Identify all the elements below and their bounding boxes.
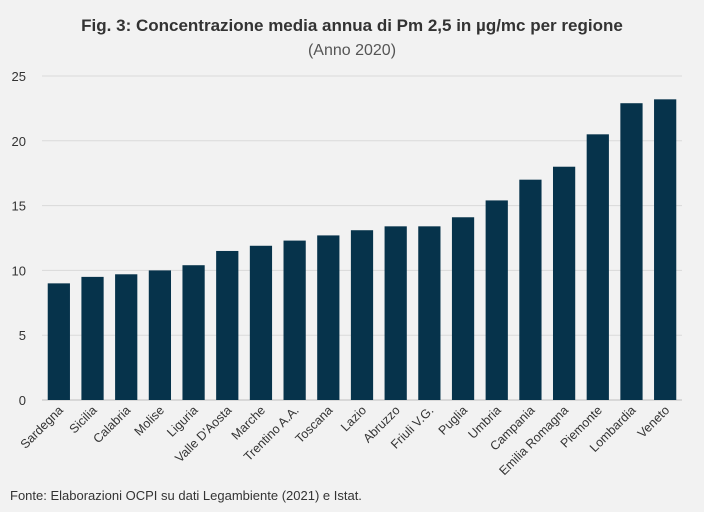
x-tick-label: Toscana	[293, 403, 336, 446]
bar	[115, 274, 138, 400]
x-tick-label: Sardegna	[18, 403, 66, 451]
bar	[317, 235, 340, 400]
x-tick-label: Calabria	[91, 403, 134, 446]
bar	[552, 166, 576, 400]
bar	[350, 230, 374, 400]
bar	[283, 240, 306, 400]
bar	[418, 226, 441, 400]
y-tick-label: 10	[12, 263, 26, 278]
source-note: Fonte: Elaborazioni OCPI su dati Legambi…	[10, 488, 362, 503]
bar	[81, 276, 104, 400]
y-tick-label: 5	[19, 328, 26, 343]
x-tick-label: Veneto	[635, 403, 672, 440]
bar	[586, 134, 609, 400]
bar	[216, 250, 239, 400]
y-tick-label: 0	[19, 393, 26, 408]
bar	[148, 270, 172, 400]
x-tick-label: Lazio	[338, 403, 369, 434]
bar	[485, 200, 508, 400]
bar	[451, 217, 475, 400]
y-tick-label: 20	[12, 134, 26, 149]
bar	[249, 245, 273, 400]
bar	[182, 265, 205, 400]
chart-subtitle: (Anno 2020)	[307, 42, 397, 59]
x-tick-label: Molise	[132, 403, 167, 438]
bar	[654, 99, 677, 400]
y-tick-label: 25	[12, 69, 26, 84]
bar	[384, 226, 407, 400]
y-tick-label: 15	[12, 199, 26, 214]
bar	[47, 283, 70, 400]
bar	[519, 179, 542, 400]
bar	[620, 103, 643, 400]
chart-title: Fig. 3: Concentrazione media annua di Pm…	[81, 16, 623, 35]
